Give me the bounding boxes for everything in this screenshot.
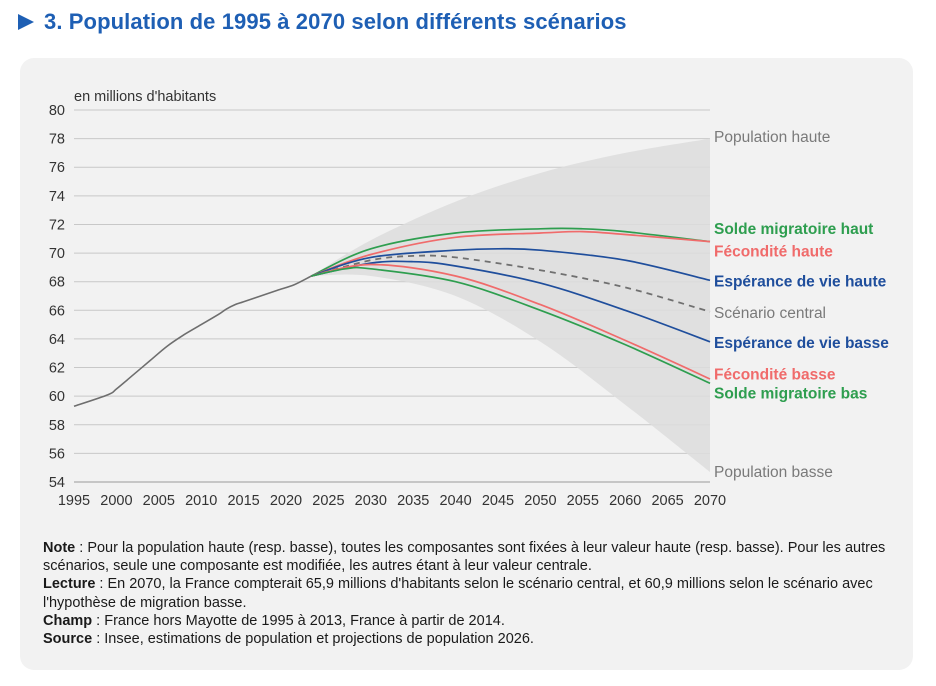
x-tick-label: 2070 (694, 493, 726, 509)
lecture-paragraph: Lecture : En 2070, la France compterait … (43, 575, 903, 611)
series-label: Solde migratoire bas (714, 385, 867, 402)
y-tick-label: 70 (49, 246, 65, 262)
y-tick-label: 56 (49, 446, 65, 462)
y-tick-label: 66 (49, 303, 65, 319)
series-line (311, 230, 711, 277)
x-tick-label: 2020 (270, 493, 302, 509)
lecture-label: Lecture (43, 576, 96, 593)
x-tick-label: 2065 (651, 493, 683, 509)
series-line (311, 260, 711, 343)
x-tick-label: 2050 (524, 493, 556, 509)
lecture-text: : En 2070, la France compterait 65,9 mil… (43, 576, 873, 611)
x-tick-label: 2055 (567, 493, 599, 509)
source-label: Source (43, 631, 93, 648)
series-label: Fécondité haute (714, 244, 833, 261)
series-label: Population haute (714, 129, 830, 146)
series-line (311, 263, 711, 380)
x-tick-label: 2010 (185, 493, 217, 509)
series-line (311, 254, 711, 313)
y-unit-label: en millions d'habitants (74, 89, 216, 105)
x-tick-label: 2000 (100, 493, 132, 509)
series-label: Espérance de vie haute (714, 274, 887, 291)
champ-label: Champ (43, 612, 93, 629)
series-line (311, 266, 711, 385)
series-lines (73, 227, 711, 407)
y-tick-label: 74 (49, 189, 65, 205)
x-tick-label: 2030 (355, 493, 387, 509)
source-paragraph: Source : Insee, estimations de populatio… (43, 630, 903, 648)
y-tick-label: 58 (49, 418, 65, 434)
note-label: Note (43, 540, 76, 556)
series-line (311, 227, 711, 277)
y-tick-label: 60 (49, 389, 65, 405)
x-tick-label: 2060 (609, 493, 641, 509)
series-label: Fécondité basse (714, 367, 836, 384)
page-title: 3. Population de 1995 à 2070 selon diffé… (18, 6, 627, 38)
x-tick-label: 2015 (227, 493, 259, 509)
series-labels: Population haute Solde migratoire haut Féc… (714, 129, 889, 481)
y-tick-label: 68 (49, 275, 65, 291)
champ-paragraph: Champ : France hors Mayotte de 1995 à 20… (43, 612, 903, 630)
axes: 80 78 76 74 72 70 68 66 64 62 60 58 56 54 1995 2000 2005… (49, 103, 726, 509)
y-tick-label: 62 (49, 361, 65, 377)
x-tick-label: 2040 (439, 493, 471, 509)
historical-series-line (73, 275, 312, 407)
series-label: Solde migratoire haut (714, 221, 873, 238)
y-tick-label: 76 (49, 160, 65, 176)
uncertainty-band (311, 138, 710, 472)
y-tick-label: 78 (49, 132, 65, 148)
notes: Note : Pour la population haute (resp. b… (43, 539, 903, 648)
series-label: Espérance de vie basse (714, 335, 889, 352)
champ-text: : France hors Mayotte de 1995 à 2013, Fr… (92, 612, 505, 629)
x-tick-label: 2025 (312, 493, 344, 509)
y-tick-label: 80 (49, 103, 65, 119)
triangle-bullet-icon (18, 14, 34, 30)
population-range-band (311, 138, 710, 472)
note-text: : Pour la population haute (resp. basse)… (43, 540, 886, 575)
y-tick-label: 54 (49, 475, 65, 491)
chart-panel (20, 58, 913, 670)
series-label: Scénario central (714, 305, 826, 322)
x-tick-label: 2045 (482, 493, 514, 509)
source-text: : Insee, estimations de population et pr… (92, 631, 534, 648)
chart-title: 3. Population de 1995 à 2070 selon diffé… (44, 9, 627, 34)
x-tick-label: 2035 (397, 493, 429, 509)
x-tick-label: 2005 (143, 493, 175, 509)
y-tick-label: 72 (49, 217, 65, 233)
series-line (311, 247, 711, 282)
x-tick-label: 1995 (58, 493, 90, 509)
series-label: Population basse (714, 464, 833, 481)
y-tick-label: 64 (49, 332, 65, 348)
note-paragraph: Note : Pour la population haute (resp. b… (43, 539, 903, 575)
